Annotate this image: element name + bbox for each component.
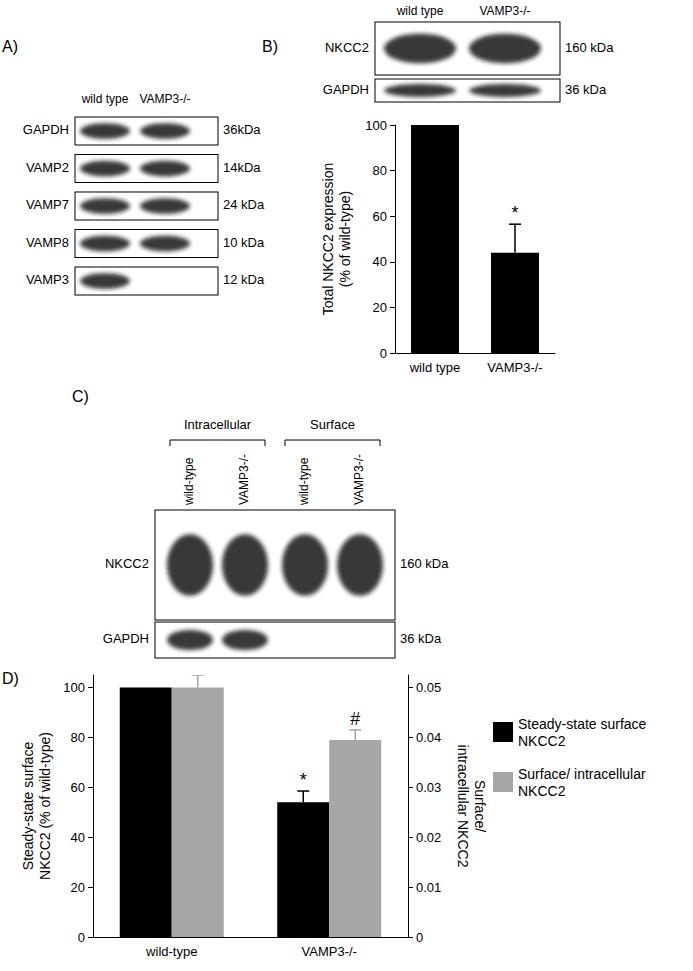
svg-text:0: 0: [416, 930, 423, 945]
svg-text:60: 60: [373, 209, 387, 224]
svg-text:VAMP3: VAMP3: [26, 272, 69, 287]
svg-text:14kDa: 14kDa: [223, 160, 261, 175]
svg-text:wild type: wild type: [409, 360, 461, 375]
svg-text:36 kDa: 36 kDa: [565, 82, 607, 97]
svg-text:GAPDH: GAPDH: [103, 631, 149, 646]
svg-text:A): A): [2, 38, 18, 55]
svg-text:100: 100: [365, 118, 387, 133]
svg-text:36 kDa: 36 kDa: [400, 631, 442, 646]
svg-text:NKCC2 (% of wild-type): NKCC2 (% of wild-type): [37, 732, 53, 880]
svg-text:D): D): [2, 670, 19, 687]
svg-text:VAMP3-/-: VAMP3-/-: [139, 92, 190, 106]
svg-text:wild type: wild type: [81, 92, 129, 106]
svg-text:GAPDH: GAPDH: [323, 82, 369, 97]
svg-text:VAMP8: VAMP8: [26, 235, 69, 250]
svg-text:0.05: 0.05: [416, 680, 441, 695]
svg-text:Surface/ intracellular: Surface/ intracellular: [518, 766, 650, 782]
svg-text:VAMP3-/-: VAMP3-/-: [237, 454, 251, 505]
svg-text:36kDa: 36kDa: [223, 122, 261, 137]
svg-text:Total NKCC2 expression: Total NKCC2 expression: [320, 163, 336, 316]
svg-text:NKCC2: NKCC2: [325, 40, 369, 55]
svg-text:Surface/: Surface/: [472, 780, 488, 832]
svg-text:20: 20: [373, 300, 387, 315]
svg-text:60: 60: [71, 780, 85, 795]
svg-text:VAMP3-/-: VAMP3-/-: [479, 4, 530, 18]
svg-text:10 kDa: 10 kDa: [223, 235, 265, 250]
svg-text:VAMP3-/-: VAMP3-/-: [302, 944, 357, 959]
svg-text:40: 40: [373, 254, 387, 269]
svg-text:VAMP3-/-: VAMP3-/-: [487, 360, 542, 375]
svg-text:80: 80: [373, 163, 387, 178]
svg-text:Steady-state surface: Steady-state surface: [20, 742, 36, 871]
svg-text:B): B): [262, 38, 278, 55]
svg-text:160 kDa: 160 kDa: [400, 556, 449, 571]
svg-text:C): C): [72, 388, 89, 405]
svg-text:#: #: [350, 709, 360, 729]
svg-text:Steady-state surface: Steady-state surface: [518, 716, 650, 732]
svg-text:Intracellular: Intracellular: [184, 417, 252, 432]
svg-text:VAMP7: VAMP7: [26, 197, 69, 212]
svg-text:24 kDa: 24 kDa: [223, 197, 265, 212]
svg-text:intracellular NKCC2: intracellular NKCC2: [455, 745, 471, 868]
svg-text:12 kDa: 12 kDa: [223, 272, 265, 287]
svg-text:0: 0: [78, 930, 85, 945]
svg-text:NKCC2: NKCC2: [518, 733, 566, 749]
svg-text:wild-type: wild-type: [145, 944, 197, 959]
svg-text:wild-type: wild-type: [297, 457, 311, 506]
svg-text:0.04: 0.04: [416, 730, 441, 745]
svg-text:160 kDa: 160 kDa: [565, 40, 614, 55]
svg-text:*: *: [511, 203, 518, 223]
svg-text:80: 80: [71, 730, 85, 745]
svg-text:0.03: 0.03: [416, 780, 441, 795]
svg-text:0.02: 0.02: [416, 830, 441, 845]
svg-text:wild type: wild type: [396, 4, 444, 18]
svg-text:Surface: Surface: [310, 417, 355, 432]
svg-text:(% of wild-type): (% of wild-type): [337, 191, 353, 287]
svg-text:40: 40: [71, 830, 85, 845]
svg-text:20: 20: [71, 880, 85, 895]
svg-text:NKCC2: NKCC2: [518, 783, 566, 799]
svg-text:*: *: [300, 770, 307, 790]
svg-text:VAMP3-/-: VAMP3-/-: [352, 454, 366, 505]
svg-text:NKCC2: NKCC2: [105, 556, 149, 571]
svg-text:100: 100: [63, 680, 85, 695]
svg-text:0: 0: [380, 346, 387, 361]
svg-text:0.01: 0.01: [416, 880, 441, 895]
svg-text:VAMP2: VAMP2: [26, 160, 69, 175]
svg-text:GAPDH: GAPDH: [23, 122, 69, 137]
svg-text:wild-type: wild-type: [182, 457, 196, 506]
